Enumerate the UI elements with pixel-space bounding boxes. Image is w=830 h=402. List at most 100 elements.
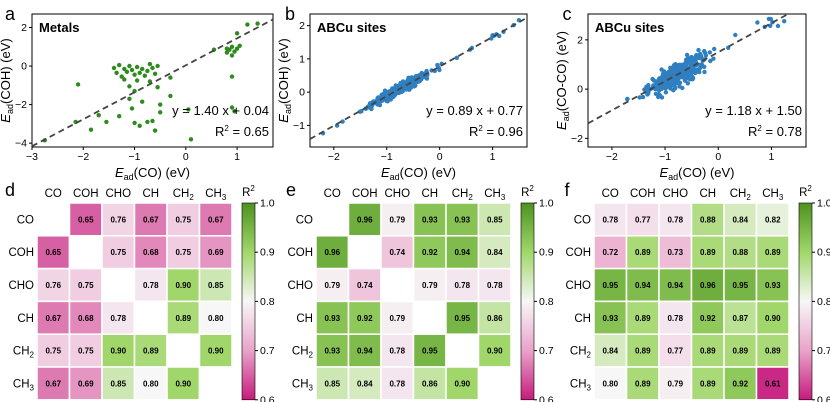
heatmap-cell-value: 0.84 bbox=[487, 248, 503, 257]
y-tick-label: 2 bbox=[577, 34, 583, 46]
heatmap-cell bbox=[315, 267, 350, 303]
column-label: CH2 bbox=[452, 188, 474, 202]
colorbar-tick-label: 0.7 bbox=[260, 345, 275, 357]
x-axis-label-subscript: ad bbox=[124, 172, 134, 182]
colorbar-tick-label: 1.0 bbox=[817, 198, 830, 210]
column-label: COH bbox=[352, 188, 378, 200]
heatmap-cell-empty bbox=[133, 300, 168, 335]
heatmap-cell-value: 0.88 bbox=[700, 215, 716, 224]
data-point bbox=[142, 73, 147, 78]
colorbar-tick-label: 1.0 bbox=[260, 198, 275, 210]
y-axis-label-text: (COH) (eV) bbox=[0, 38, 13, 104]
column-label-text: CH bbox=[730, 188, 747, 200]
data-point bbox=[224, 46, 230, 51]
row-label-subscript: 3 bbox=[309, 383, 314, 392]
plot-frame bbox=[309, 13, 528, 148]
y-axis-label-subscript: ad bbox=[5, 104, 15, 114]
row-label-subscript: 2 bbox=[30, 351, 35, 360]
data-point bbox=[359, 109, 364, 114]
column-label-subscript: 2 bbox=[189, 193, 194, 202]
heatmap-cell bbox=[625, 235, 660, 270]
data-point bbox=[134, 64, 140, 70]
data-point bbox=[711, 56, 716, 61]
data-point bbox=[158, 110, 163, 115]
data-point bbox=[685, 81, 690, 86]
data-point bbox=[646, 83, 651, 88]
y-tick-label: 0 bbox=[299, 87, 305, 99]
data-point bbox=[140, 99, 145, 104]
colorbar-tick-label: 0.6 bbox=[817, 394, 830, 402]
heatmap-cell-value: 0.93 bbox=[324, 347, 340, 356]
colorbar-tick-label: 0.7 bbox=[817, 345, 830, 357]
heatmap-cell-value: 0.90 bbox=[175, 281, 191, 290]
heatmap-cell-value: 0.86 bbox=[422, 379, 438, 388]
data-point bbox=[656, 94, 661, 100]
data-point bbox=[707, 50, 712, 55]
colorbar-tick-label: 1.0 bbox=[539, 198, 554, 210]
data-point bbox=[232, 49, 237, 54]
data-point bbox=[671, 88, 676, 93]
heatmap-cell-value: 0.67 bbox=[45, 379, 61, 388]
heatmap-cell-value: 0.89 bbox=[635, 347, 651, 356]
heatmap-cell bbox=[36, 267, 71, 303]
x-tick-label: −2 bbox=[328, 151, 340, 163]
row-label-text: CH bbox=[292, 378, 309, 390]
data-point bbox=[150, 65, 155, 71]
heatmap-cell bbox=[68, 267, 103, 303]
data-point bbox=[663, 90, 669, 95]
x-axis-label: Ead(CO) (eV) bbox=[659, 165, 734, 182]
x-tick-label: −1 bbox=[659, 151, 671, 163]
heatmap-cell-value: 0.92 bbox=[700, 314, 716, 323]
heatmap-cell bbox=[625, 333, 660, 368]
row-label: CH bbox=[296, 313, 313, 325]
column-label: CO bbox=[324, 188, 341, 200]
row-label: CH3 bbox=[13, 378, 35, 392]
row-label: COH bbox=[565, 247, 591, 259]
row-label-text: CH bbox=[292, 346, 309, 358]
heatmap-cell-empty bbox=[347, 235, 382, 270]
data-point bbox=[665, 71, 670, 76]
colorbar-tick-label: 0.7 bbox=[539, 345, 554, 357]
colorbar-tick-label: 0.9 bbox=[260, 247, 275, 259]
heatmap-cell bbox=[347, 333, 382, 368]
data-point bbox=[96, 113, 101, 118]
x-axis-label-text: (CO) (eV) bbox=[678, 165, 734, 180]
heatmap-cells: 0.78 0.77 0.78 0.88 0.84 0.82 0.72 0.89 0.73 0.89… bbox=[593, 202, 790, 401]
heatmap-cell-value: 0.92 bbox=[357, 314, 373, 323]
scatter-panel-c: −2 −1 0 1 −2 0 2 ABCu sites y = 1.18 x + 1.50 R2 … bbox=[554, 13, 807, 182]
heatmap-cell-empty bbox=[412, 300, 447, 335]
row-label: CHO bbox=[287, 280, 313, 292]
heatmap-cell-value: 0.69 bbox=[78, 379, 94, 388]
heatmap-cell bbox=[198, 300, 233, 335]
y-tick-label: −1 bbox=[293, 120, 305, 132]
panel-title: ABCu sites bbox=[317, 20, 386, 35]
heatmap-cell-value: 0.80 bbox=[143, 379, 159, 388]
heatmap-cell-value: 0.86 bbox=[487, 314, 503, 323]
data-point bbox=[687, 70, 692, 76]
data-point bbox=[702, 50, 708, 56]
data-point bbox=[683, 73, 688, 78]
data-point bbox=[129, 67, 135, 73]
column-label: CH3 bbox=[484, 188, 506, 202]
r-squared: R2 = 0.96 bbox=[469, 124, 523, 139]
data-point bbox=[669, 79, 675, 84]
data-point bbox=[755, 20, 760, 25]
heatmap-cell-value: 0.65 bbox=[45, 248, 61, 257]
heatmap-cell-value: 0.89 bbox=[700, 379, 716, 388]
heatmap-cell-empty bbox=[445, 333, 480, 368]
data-point bbox=[712, 46, 717, 52]
heatmap-cell-value: 0.89 bbox=[765, 347, 781, 356]
x-tick-label: −1 bbox=[129, 151, 141, 163]
heatmap-cell-value: 0.96 bbox=[357, 215, 373, 224]
y-axis-label-subscript: ad bbox=[561, 111, 571, 121]
data-point bbox=[733, 32, 738, 38]
heatmap-cell-value: 0.67 bbox=[143, 215, 159, 224]
data-point bbox=[119, 74, 124, 79]
x-tick-label: 0 bbox=[437, 151, 443, 163]
data-point bbox=[696, 67, 701, 73]
heatmap-cell-value: 0.76 bbox=[45, 281, 61, 290]
heatmap-cell-value: 0.75 bbox=[45, 347, 61, 356]
data-point bbox=[129, 106, 135, 111]
